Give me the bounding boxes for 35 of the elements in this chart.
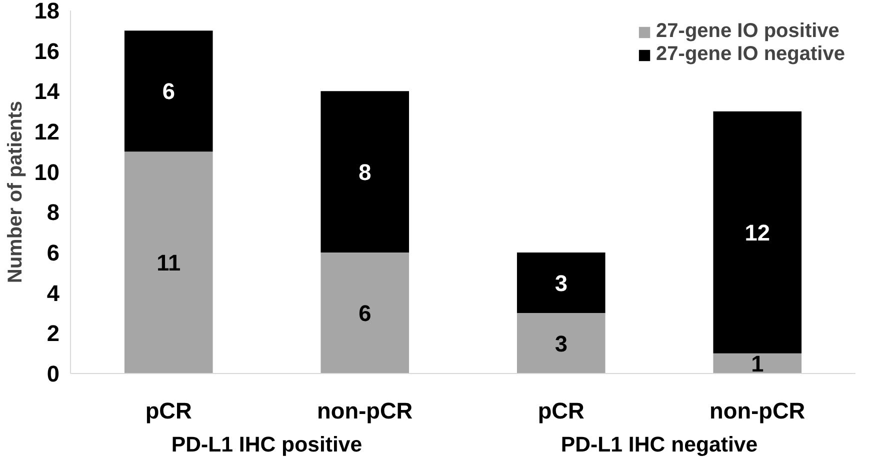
data-label: 3	[554, 330, 568, 356]
data-label: 11	[156, 250, 181, 276]
data-label: 12	[744, 219, 770, 246]
data-label: 6	[162, 78, 175, 104]
y-tick-label: 0	[46, 360, 60, 386]
text: PD-L1 IHC positive	[171, 432, 362, 456]
y-tick-label: 12	[34, 118, 60, 144]
y-tick-label: 18	[34, 0, 60, 24]
bar	[713, 111, 802, 354]
data-label: 6	[358, 300, 372, 326]
bar	[516, 313, 606, 374]
y-tick-label: 2	[46, 320, 60, 346]
x-tick-label: non-pCR	[710, 398, 806, 424]
data-label: 3	[554, 270, 568, 296]
legend-label: 27-gene IO negative	[656, 43, 845, 66]
bar	[320, 91, 410, 252]
bar	[124, 30, 213, 152]
bar	[320, 252, 410, 374]
y-tick-label: 14	[34, 78, 60, 104]
y-axis-title: Number of patients	[4, 100, 26, 284]
x-tick-label: non-pCR	[317, 398, 413, 424]
bar	[713, 353, 802, 374]
y-tick-label: 6	[46, 240, 60, 266]
data-label: 1	[751, 350, 764, 376]
x-tick-label: pCR	[145, 398, 192, 424]
y-tick-label: 4	[46, 280, 60, 306]
data-label: 8	[358, 158, 372, 185]
bar	[516, 252, 606, 313]
bar	[124, 152, 213, 374]
y-tick-label: 10	[34, 158, 60, 185]
y-tick-label: 8	[46, 199, 60, 226]
legend-label: 27-gene IO positive	[656, 20, 840, 43]
x-tick-label: pCR	[538, 398, 584, 424]
y-tick-label: 16	[34, 38, 60, 64]
text: PD-L1 IHC negative	[560, 432, 758, 456]
